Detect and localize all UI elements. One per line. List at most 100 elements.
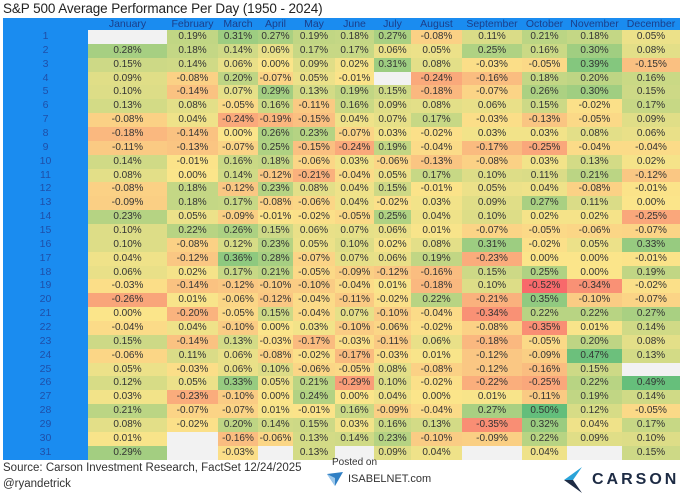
heatmap-cell: -0.24% xyxy=(335,140,374,155)
heatmap-cell: 0.01% xyxy=(374,279,411,294)
day-label: 29 xyxy=(3,418,88,432)
heatmap-cell: 0.06% xyxy=(462,99,522,114)
table-row: 23 0.15% -0.14% 0.13% -0.03% -0.17% -0.03% -0.1… xyxy=(3,334,680,349)
heatmap-cell: 0.01% xyxy=(258,404,293,419)
heatmap-cell: 0.17% xyxy=(218,196,258,211)
heatmap-cell: -0.07% xyxy=(218,404,258,419)
heatmap-cell: -0.10% xyxy=(374,307,411,322)
heatmap-cell: 0.15% xyxy=(374,85,411,100)
table-row: 9 -0.11% -0.13% -0.07% 0.25% -0.15% -0.24% 0.19… xyxy=(3,140,680,155)
heatmap-cell: 0.14% xyxy=(88,154,167,169)
heatmap-cell: 0.06% xyxy=(258,43,293,58)
heatmap-cell: -0.29% xyxy=(335,376,374,391)
heatmap-cell: -0.13% xyxy=(522,113,567,128)
heatmap-cell: 0.04% xyxy=(167,113,218,128)
heatmap-cell: -0.05% xyxy=(335,210,374,225)
table-row: 17 0.04% -0.12% 0.36% 0.28% -0.07% 0.07% 0.06% 0… xyxy=(3,251,680,266)
heatmap-cell: -0.01% xyxy=(622,182,680,197)
heatmap-cell: -0.06% xyxy=(374,321,411,335)
heatmap-cell: 0.13% xyxy=(88,99,167,114)
heatmap-cell xyxy=(567,445,622,460)
heatmap-cell: 0.17% xyxy=(411,168,462,183)
heatmap-cell: 0.03% xyxy=(335,154,374,169)
heatmap-cell: 0.03% xyxy=(411,196,462,211)
column-header: March xyxy=(218,18,258,30)
heatmap-cell: 0.15% xyxy=(258,224,293,238)
table-row: 5 0.10% -0.14% 0.07% 0.29% 0.13% 0.19% 0.15% -0.… xyxy=(3,85,680,100)
heatmap-cell: -0.25% xyxy=(522,376,567,391)
heatmap-cell: 0.03% xyxy=(462,127,522,141)
heatmap-cell: 0.02% xyxy=(374,237,411,252)
heatmap-cell: 0.06% xyxy=(374,251,411,266)
heatmap-cell: 0.17% xyxy=(411,113,462,128)
heatmap-cell: -0.04% xyxy=(88,321,167,335)
heatmap-cell: 0.08% xyxy=(167,99,218,114)
heatmap-cell: 0.16% xyxy=(335,404,374,419)
heatmap-cell: 0.04% xyxy=(374,390,411,405)
day-label: 8 xyxy=(3,127,88,141)
heatmap-cell: -0.09% xyxy=(335,265,374,280)
isabelnet-bird-icon xyxy=(327,472,343,486)
heatmap-cell: -0.05% xyxy=(293,265,335,280)
heatmap-cell: 0.10% xyxy=(462,210,522,225)
heatmap-cell: -0.07% xyxy=(462,85,522,100)
heatmap-cell: -0.06% xyxy=(567,224,622,238)
heatmap-cell: 0.06% xyxy=(218,57,258,72)
heatmap-cell xyxy=(88,30,167,44)
heatmap-cell: -0.11% xyxy=(335,293,374,308)
table-row: 2 0.28% 0.18% 0.14% 0.06% 0.17% 0.17% 0.06% 0.05… xyxy=(3,43,680,58)
heatmap-cell: -0.12% xyxy=(258,168,293,183)
heatmap-cell: 0.27% xyxy=(462,404,522,419)
column-header: December xyxy=(622,18,680,30)
heatmap-cell: -0.04% xyxy=(293,307,335,322)
heatmap-cell: -0.05% xyxy=(522,57,567,72)
day-label: 27 xyxy=(3,390,88,405)
heatmap-cell: 0.11% xyxy=(462,30,522,44)
heatmap-cell: 0.25% xyxy=(258,140,293,155)
heatmap-cell: 0.23% xyxy=(374,431,411,446)
heatmap-cell: 0.33% xyxy=(622,237,680,252)
day-label: 19 xyxy=(3,279,88,294)
heatmap-cell: -0.12% xyxy=(218,182,258,197)
day-label: 16 xyxy=(3,237,88,252)
heatmap-cell: -0.21% xyxy=(293,168,335,183)
heatmap-cell: -0.04% xyxy=(411,404,462,419)
heatmap-cell: -0.02% xyxy=(622,279,680,294)
heatmap-cell: -0.08% xyxy=(411,30,462,44)
heatmap-cell: 0.00% xyxy=(522,251,567,266)
heatmap-cell: 0.22% xyxy=(567,307,622,322)
heatmap-cell: 0.16% xyxy=(335,99,374,114)
heatmap-cell: 0.06% xyxy=(374,224,411,238)
heatmap-cell: -0.08% xyxy=(167,237,218,252)
heatmap-cell: -0.04% xyxy=(622,140,680,155)
heatmap-cell: -0.09% xyxy=(374,404,411,419)
table-row: 18 0.06% 0.02% 0.17% 0.21% -0.05% -0.09% -0.12%… xyxy=(3,265,680,280)
heatmap-cell: 0.12% xyxy=(218,237,258,252)
heatmap-cell: 0.16% xyxy=(622,71,680,86)
heatmap-cell: -0.01% xyxy=(411,182,462,197)
column-header: June xyxy=(335,18,374,30)
heatmap-cell: 0.14% xyxy=(622,321,680,335)
column-header: May xyxy=(293,18,335,30)
heatmap-cell: 0.04% xyxy=(88,251,167,266)
heatmap-cell: 0.15% xyxy=(567,362,622,377)
heatmap-cell: 0.10% xyxy=(622,431,680,446)
heatmap-cell: -0.03% xyxy=(374,348,411,363)
day-label: 7 xyxy=(3,113,88,128)
heatmap-cell: 0.05% xyxy=(293,71,335,86)
heatmap-cell: 0.16% xyxy=(218,154,258,169)
heatmap-cell: 0.15% xyxy=(622,85,680,100)
heatmap-cell: 0.06% xyxy=(218,348,258,363)
heatmap-cell: 0.20% xyxy=(567,334,622,349)
heatmap-cell: -0.02% xyxy=(411,321,462,335)
heatmap-cell: -0.25% xyxy=(622,210,680,225)
heatmap-cell: 0.00% xyxy=(335,390,374,405)
day-label: 23 xyxy=(3,334,88,349)
column-header: September xyxy=(462,18,522,30)
heatmap-cell: -0.16% xyxy=(411,265,462,280)
heatmap-cell: -0.14% xyxy=(167,85,218,100)
heatmap-cell: 0.04% xyxy=(335,113,374,128)
table-row: 20 -0.26% 0.01% -0.06% -0.12% -0.04% -0.11% -0.… xyxy=(3,293,680,308)
heatmap-cell: 0.08% xyxy=(622,334,680,349)
heatmap-cell: -0.08% xyxy=(411,362,462,377)
